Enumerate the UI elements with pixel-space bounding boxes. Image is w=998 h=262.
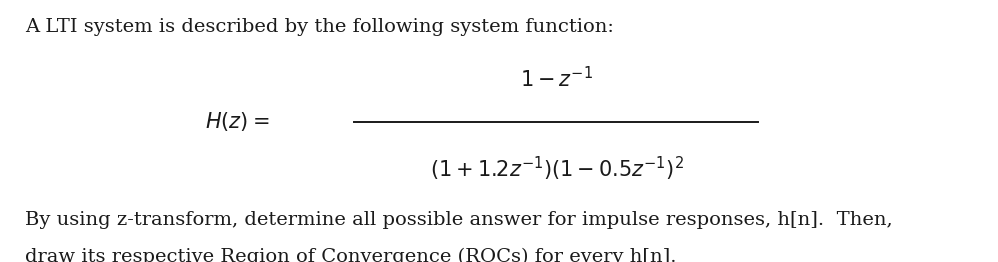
Text: $1 - z^{-1}$: $1 - z^{-1}$: [520, 66, 594, 91]
Text: $(1 + 1.2z^{-1})(1 - 0.5z^{-1})^2$: $(1 + 1.2z^{-1})(1 - 0.5z^{-1})^2$: [430, 155, 684, 183]
Text: draw its respective Region of Convergence (ROCs) for every h[n].: draw its respective Region of Convergenc…: [25, 248, 677, 262]
Text: A LTI system is described by the following system function:: A LTI system is described by the followi…: [25, 18, 614, 36]
Text: $H(z) =$: $H(z) =$: [205, 110, 269, 133]
Text: By using z-transform, determine all possible answer for impulse responses, h[n].: By using z-transform, determine all poss…: [25, 211, 892, 229]
